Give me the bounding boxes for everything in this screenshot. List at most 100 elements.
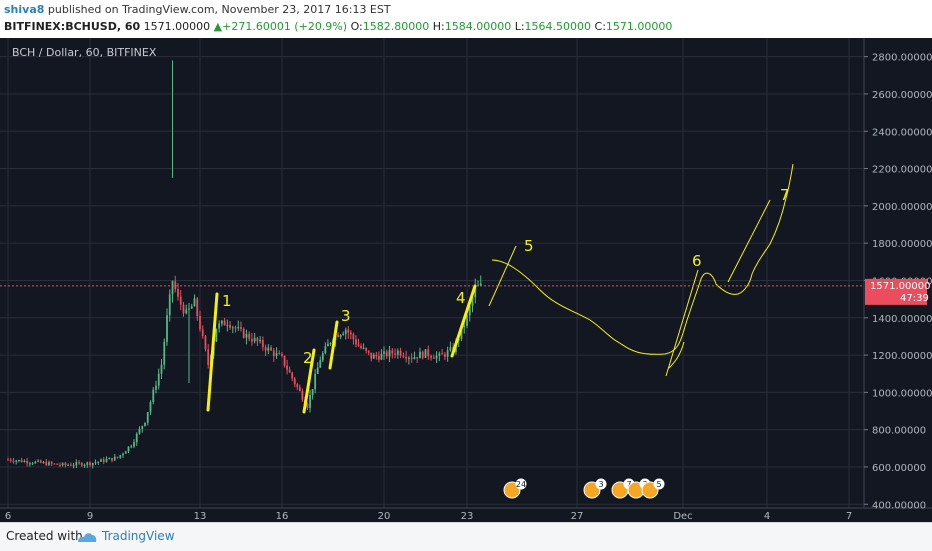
tradingview-brand-link[interactable]: TradingView xyxy=(102,529,175,543)
candle-body xyxy=(48,462,50,466)
candle-body xyxy=(196,298,199,316)
candle-body xyxy=(327,343,329,347)
candle-body xyxy=(179,296,182,305)
candle-body xyxy=(59,464,61,466)
candle-body xyxy=(261,340,264,348)
candle-body xyxy=(435,355,438,359)
candle-body xyxy=(28,463,31,465)
projection-path xyxy=(668,341,685,369)
event-badges[interactable]: 243735 xyxy=(503,478,665,499)
candle-body xyxy=(466,315,468,326)
candle-body xyxy=(449,347,452,351)
candle-body xyxy=(324,346,327,354)
symbol-label: BITFINEX:BCHUSD, 60 xyxy=(4,20,141,33)
candle-body xyxy=(468,305,471,316)
candle-body xyxy=(91,462,94,466)
candle-body xyxy=(430,356,432,358)
trend-stroke xyxy=(328,320,339,370)
candle-body xyxy=(370,352,373,359)
current-price-tag xyxy=(865,278,927,305)
candle-body xyxy=(56,463,59,465)
candle-body xyxy=(7,459,9,461)
candle-body xyxy=(146,412,149,423)
x-tick-label: 20 xyxy=(378,511,391,522)
candle-body xyxy=(111,457,113,461)
candle-body xyxy=(253,337,256,342)
candle-body xyxy=(78,462,80,464)
candle-body xyxy=(15,460,18,462)
candle-body xyxy=(149,402,152,413)
time-axis[interactable]: 6 9 13 16 20 23 27 Dec 4 7 xyxy=(5,511,852,522)
candle-body xyxy=(372,354,375,359)
candle-body xyxy=(278,353,281,355)
candle-body xyxy=(311,389,314,396)
candle-body xyxy=(349,332,352,335)
y-tick-label: 800.00000 xyxy=(872,426,926,437)
candle-body xyxy=(296,384,299,388)
event-count-badge xyxy=(515,478,527,490)
event-count: 24 xyxy=(516,480,526,489)
candle-body xyxy=(399,350,402,356)
candle-body xyxy=(402,355,405,357)
candle-body xyxy=(337,334,339,337)
candle-body xyxy=(339,335,342,337)
candle-body xyxy=(31,463,34,465)
event-count: 3 xyxy=(598,480,603,489)
candle-body xyxy=(67,464,70,466)
close-label: C: xyxy=(594,20,606,33)
published-text: published on TradingView.com, November 2… xyxy=(47,3,391,16)
footer-bar: Created with TradingView xyxy=(0,522,932,551)
candle-body xyxy=(75,462,78,466)
author-link[interactable]: shiva8 xyxy=(4,3,45,16)
candle-body xyxy=(141,425,144,429)
y-tick-label: 2600.00000 xyxy=(872,90,932,101)
candle-body xyxy=(438,353,441,356)
wave-label: 3 xyxy=(341,307,351,325)
candle-body xyxy=(9,459,12,461)
candle-body xyxy=(174,281,177,290)
candle-body xyxy=(201,329,204,337)
candle-body xyxy=(275,353,278,357)
candle-body xyxy=(385,351,388,357)
countdown-label: 47:39 xyxy=(900,293,929,304)
chart-title: BCH / Dollar, 60, BITFINEX xyxy=(12,46,157,59)
y-tick-label: 2400.00000 xyxy=(872,127,932,138)
candle-body xyxy=(53,463,56,465)
candle-body xyxy=(413,356,416,359)
low-value: 1564.50000 xyxy=(524,20,592,33)
up-arrow-icon: ▲ xyxy=(213,20,223,33)
candle-body xyxy=(301,390,304,400)
candle-body xyxy=(259,340,262,342)
candle-body xyxy=(185,309,188,314)
candle-body xyxy=(42,462,45,464)
candle-body xyxy=(443,354,446,357)
candle-body xyxy=(380,353,383,360)
candle-body xyxy=(124,451,127,454)
candle-body xyxy=(408,357,410,359)
candle-body xyxy=(237,327,240,329)
candle-body xyxy=(113,456,116,461)
candle-body xyxy=(144,422,146,426)
y-tick-label: 2800.00000 xyxy=(872,53,932,64)
candle-body xyxy=(64,463,67,465)
candle-body xyxy=(20,459,23,463)
event-count: 5 xyxy=(656,480,661,489)
x-tick-label: 4 xyxy=(764,511,770,522)
candle-body xyxy=(50,462,53,464)
candle-body xyxy=(396,350,399,355)
candle-body xyxy=(108,457,111,460)
x-tick-label: 13 xyxy=(194,511,207,522)
candle-body xyxy=(12,460,15,462)
trend-stroke xyxy=(302,348,316,414)
candle-body xyxy=(157,373,160,386)
candle-body xyxy=(344,329,347,334)
tradingview-logo-icon[interactable] xyxy=(76,530,98,544)
x-tick-label: Dec xyxy=(673,511,692,522)
created-with-text: Created with xyxy=(6,529,83,543)
candle-body xyxy=(463,325,466,327)
candle-body xyxy=(267,347,270,351)
candle-body xyxy=(365,347,368,351)
open-value: 1582.80000 xyxy=(362,20,430,33)
candle-body xyxy=(177,289,179,297)
